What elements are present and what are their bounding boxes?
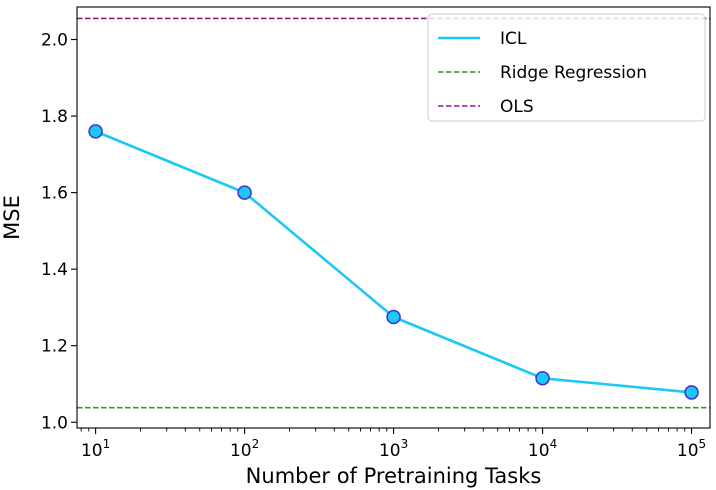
legend-box [427, 13, 706, 122]
axes: 1.0 1.2 1.4 1.6 1.8 2.0 101 102 103 104 105 Number … [0, 6, 711, 488]
icl-point-4 [684, 385, 699, 400]
legend-label-ols: OLS [500, 97, 534, 117]
legend-label-ridge-regression: Ridge Regression [500, 63, 647, 83]
icl-line [95, 130, 692, 394]
y-tick-label-4: 1.8 [41, 107, 68, 127]
x-tick-label-2: 103 [379, 437, 408, 461]
x-tick-label-3: 104 [528, 437, 557, 461]
y-tick-label-0: 1.0 [41, 413, 68, 433]
y-tick-label-5: 2.0 [41, 31, 68, 51]
legend: ICL Ridge Regression OLS [427, 13, 706, 122]
icl-point-2 [386, 309, 401, 325]
icl-point-1 [237, 185, 252, 200]
icl-point-0 [88, 124, 103, 139]
x-tick-label-4: 105 [677, 437, 706, 461]
x-tick-label-0: 101 [81, 437, 110, 461]
legend-label-icl: ICL [500, 29, 527, 49]
x-tick-label-1: 102 [230, 437, 259, 461]
y-tick-label-3: 1.6 [41, 184, 68, 204]
x-axis-label: Number of Pretraining Tasks [246, 464, 542, 488]
y-axis-label: MSE [0, 195, 24, 240]
plot-area [77, 17, 710, 409]
y-tick-label-1: 1.2 [41, 337, 68, 357]
y-tick-label-2: 1.4 [41, 260, 68, 280]
plot-content [77, 17, 710, 409]
icl-point-3 [535, 370, 550, 386]
